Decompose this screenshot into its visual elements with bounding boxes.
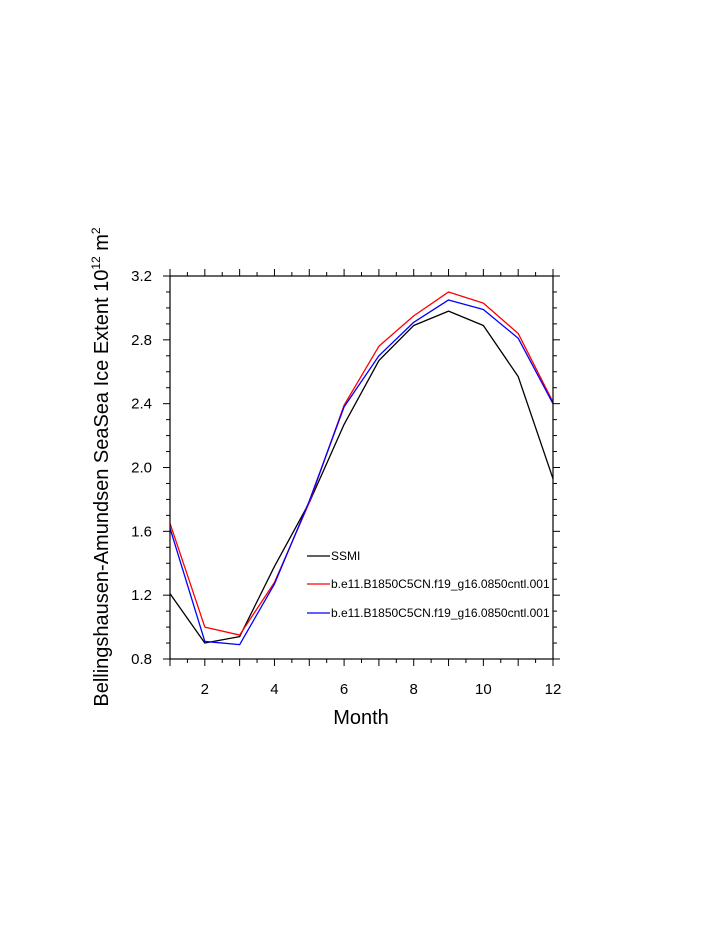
y-tick-label: 2.4 (131, 396, 152, 413)
y-tick-label: 2.8 (131, 332, 152, 349)
y-axis-title: Bellingshausen-Amundsen SeaSea Ice Exten… (89, 227, 113, 707)
legend: SSMI b.e11.B1850C5CN.f19_g16.0850cntl.001… (307, 549, 550, 620)
axis-ticks (163, 269, 560, 666)
y-tick-label: 2.0 (131, 460, 152, 477)
series-line-2 (169, 291, 554, 636)
x-tick-label: 6 (340, 681, 348, 698)
x-tick-label: 8 (410, 681, 418, 698)
legend-label: b.e11.B1850C5CN.f19_g16.0850cntl.001 (331, 606, 550, 620)
y-tick-label: 0.8 (131, 651, 152, 668)
legend-label: b.e11.B1850C5CN.f19_g16.0850cntl.001 (331, 577, 550, 591)
series-lines (169, 291, 554, 646)
y-axis-title-unit-exponent: 2 (89, 227, 103, 234)
series-line-3 (169, 299, 554, 646)
legend-label: SSMI (331, 549, 360, 563)
y-axis-title-exponent: 12 (89, 256, 103, 270)
x-tick-label: 2 (201, 681, 209, 698)
y-axis-title-unit: m (91, 234, 113, 256)
y-tick-label: 1.6 (131, 523, 152, 540)
x-tick-label: 12 (545, 681, 562, 698)
x-tick-label: 10 (475, 681, 492, 698)
plot-frame (169, 275, 554, 660)
y-tick-label: 1.2 (131, 587, 152, 604)
y-tick-label: 3.2 (131, 268, 152, 285)
series-line-1 (169, 310, 554, 644)
x-axis-title: Month (333, 707, 389, 729)
axis-tick-labels: 2 4 6 8 10 12 0.8 1.2 1.6 2.0 2.4 2.8 3.2 (131, 268, 561, 698)
x-tick-label: 4 (270, 681, 278, 698)
y-axis-title-main: Bellingshausen-Amundsen SeaSea Ice Exten… (91, 270, 113, 707)
